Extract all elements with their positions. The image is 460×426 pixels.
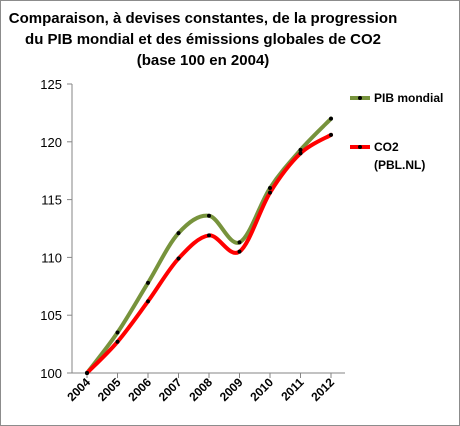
legend-label: CO2 [374,140,399,154]
series-0-point [207,213,211,218]
series-1-point [298,151,303,156]
y-tick-label: 110 [41,250,62,265]
y-tick-label: 105 [40,308,62,323]
chart-title: Comparaison, à devises constantes, de la… [1,8,405,71]
series-1-point [85,371,89,375]
y-tick-label: 120 [40,135,62,150]
legend-marker-1 [358,145,362,149]
series-0-point [298,147,303,152]
x-tick-label: 2005 [95,375,124,404]
series-1-point [146,299,150,304]
series-0-point [329,116,333,121]
y-tick-label: 125 [40,77,62,92]
x-tick-label: 2006 [125,375,154,404]
x-tick-label: 2010 [247,375,276,404]
series-0-point [237,240,242,245]
legend-marker-0 [358,96,362,100]
legend-label: (PBL.NL) [374,158,425,172]
series-1-point [237,249,242,254]
series-0-point [146,280,150,285]
chart-title-line-1: Comparaison, à devises constantes, de la… [8,10,398,27]
x-tick-label: 2004 [64,375,93,404]
x-tick-label: 2009 [217,375,246,404]
x-tick-label: 2007 [156,375,185,404]
series-1-point [207,233,211,238]
series-1-point [115,339,120,344]
series-1-point [329,132,333,137]
series-0-point [176,231,181,236]
series-0-point [115,330,120,335]
x-tick-label: 2011 [278,375,307,404]
chart-title-line-3: (base 100 en 2004) [136,52,270,69]
series-0-point [268,186,272,191]
series-line-1 [85,132,333,375]
x-tick-label: 2012 [308,375,337,404]
chart-title-line-2: du PIB mondial et des émissions globales… [25,31,381,48]
series-1-point [176,256,181,261]
x-tick-label: 2008 [186,375,215,404]
legend-label: PIB mondial [374,91,443,105]
y-tick-label: 115 [41,193,62,208]
series-1-point [268,190,272,195]
y-tick-label: 100 [40,366,62,381]
